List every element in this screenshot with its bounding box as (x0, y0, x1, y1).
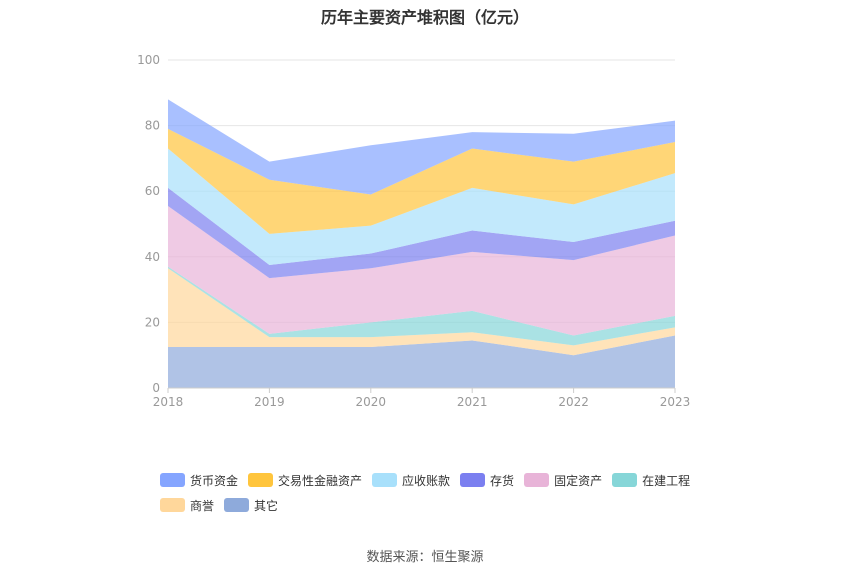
x-tick-label: 2022 (558, 395, 589, 409)
legend-item-0[interactable]: 货币资金 (160, 472, 238, 488)
legend-item-4[interactable]: 固定资产 (524, 472, 602, 488)
legend-label: 在建工程 (642, 473, 691, 488)
chart-title: 历年主要资产堆积图（亿元） (320, 8, 529, 27)
legend-label: 存货 (490, 473, 515, 488)
x-tick-label: 2021 (457, 395, 488, 409)
legend-swatch (372, 473, 398, 487)
x-tick-label: 2023 (660, 395, 691, 409)
y-tick-label: 40 (145, 250, 160, 264)
area-series-1[interactable] (168, 268, 675, 356)
x-tick-label: 2020 (356, 395, 387, 409)
legend-swatch (460, 473, 486, 487)
source-note: 数据来源：恒生聚源 (366, 550, 484, 565)
y-tick-label: 80 (145, 119, 160, 133)
y-tick-label: 60 (145, 184, 160, 198)
legend-item-2[interactable]: 应收账款 (372, 472, 450, 488)
area-series-7[interactable] (168, 99, 675, 195)
legend-swatch (612, 473, 638, 487)
x-tick-label: 2018 (153, 395, 184, 409)
legend-item-1[interactable]: 交易性金融资产 (248, 472, 362, 488)
axes: 0 20 40 60 80 100 2018 2019 2020 2021 2022 2023 (137, 53, 690, 409)
area-series-2[interactable] (168, 266, 675, 346)
area-series-0[interactable] (168, 335, 675, 388)
legend-item-3[interactable]: 存货 (460, 472, 514, 488)
legend-item-5[interactable]: 在建工程 (612, 472, 690, 488)
area-series-4[interactable] (168, 187, 675, 279)
legend-swatch (248, 473, 274, 487)
legend-swatch (524, 473, 550, 487)
legend-label: 其它 (254, 498, 279, 513)
legend-label: 交易性金融资产 (278, 473, 363, 488)
legend-swatch (224, 498, 250, 512)
legend-label: 固定资产 (554, 473, 603, 488)
legend-label: 商誉 (190, 498, 215, 513)
area-series-3[interactable] (168, 205, 675, 336)
area-series-6[interactable] (168, 128, 675, 234)
legend-label: 货币资金 (190, 473, 239, 488)
legend: 货币资金 交易性金融资产 应收账款 存货 固定资产 在建工程商誉 其它 (160, 472, 720, 522)
y-tick-label: 20 (145, 315, 160, 329)
legend-label: 应收账款 (402, 473, 451, 488)
y-tick-label: 0 (152, 381, 160, 395)
legend-item-6[interactable]: 商誉 (160, 497, 214, 513)
stacked-areas (168, 99, 675, 388)
legend-swatch (160, 498, 185, 512)
legend-item-7[interactable]: 其它 (224, 497, 278, 513)
y-tick-label: 100 (137, 53, 160, 67)
x-tick-label: 2019 (254, 395, 285, 409)
legend-swatch (160, 473, 185, 487)
